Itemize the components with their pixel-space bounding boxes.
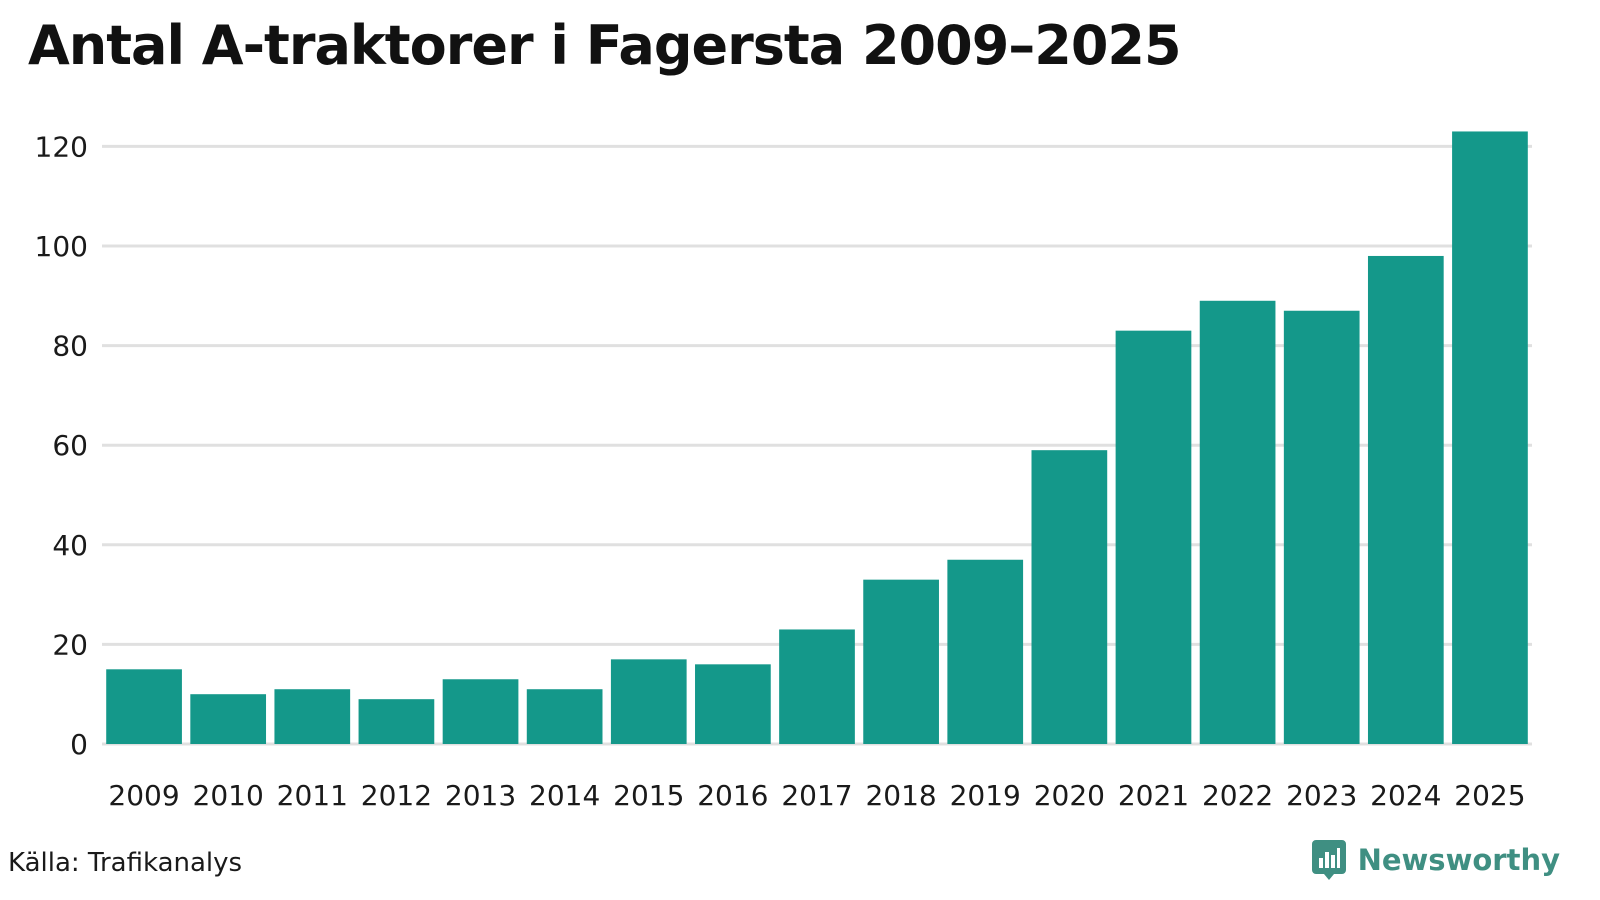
bar-2022: [1199, 300, 1276, 744]
x-tick-label: 2023: [1286, 779, 1357, 812]
x-tick-label: 2014: [529, 779, 600, 812]
chart-title: Antal A-traktorer i Fagersta 2009–2025: [28, 14, 1182, 77]
y-tick-label: 100: [35, 230, 88, 263]
bar-2015: [610, 659, 687, 744]
bar-2011: [274, 689, 351, 744]
bars: [106, 131, 1528, 744]
source-note: Källa: Trafikanalys: [8, 848, 243, 878]
bar-2016: [695, 664, 771, 744]
y-tick-label: 60: [52, 429, 88, 462]
x-tick-label: 2012: [361, 779, 432, 812]
brand-logo: Newsworthy: [1311, 840, 1560, 880]
y-tick-label: 40: [52, 529, 88, 562]
x-axis-ticks: 2009 2010 2011 2012 2013 2014 2015 2016 2017 2018…: [108, 779, 1525, 812]
x-tick-label: 2022: [1202, 779, 1273, 812]
bar-chart: 0 20 40 60 80 100 120 2009 2010 2011 2012 2013 2014…: [35, 130, 1532, 812]
bar-2019: [947, 559, 1024, 744]
y-tick-label: 80: [52, 330, 88, 363]
bar-2023: [1283, 310, 1360, 744]
bar-2018: [863, 579, 939, 744]
y-tick-label: 20: [52, 628, 88, 661]
x-tick-label: 2010: [193, 779, 264, 812]
bar-2010: [190, 694, 267, 744]
bar-2012: [358, 699, 435, 744]
bar-2013: [442, 679, 519, 744]
bar-2020: [1031, 450, 1108, 744]
x-tick-label: 2016: [697, 779, 768, 812]
bar-2017: [779, 629, 855, 744]
x-tick-label: 2011: [277, 779, 348, 812]
y-axis-ticks: 0 20 40 60 80 100 120: [35, 130, 88, 761]
x-tick-label: 2024: [1370, 779, 1441, 812]
y-tick-label: 0: [70, 728, 88, 761]
bar-2025: [1452, 131, 1528, 744]
x-tick-label: 2020: [1034, 779, 1105, 812]
y-tick-label: 120: [35, 130, 88, 163]
x-tick-label: 2017: [781, 779, 852, 812]
bar-2014: [526, 689, 603, 744]
x-tick-label: 2025: [1454, 779, 1525, 812]
bar-2021: [1115, 330, 1192, 744]
brand-name: Newsworthy: [1357, 843, 1560, 877]
bar-2009: [106, 669, 182, 744]
x-tick-label: 2015: [613, 779, 684, 812]
x-tick-label: 2009: [108, 779, 179, 812]
x-tick-label: 2019: [950, 779, 1021, 812]
x-tick-label: 2021: [1118, 779, 1189, 812]
bar-2024: [1367, 255, 1444, 744]
x-tick-label: 2013: [445, 779, 516, 812]
x-tick-label: 2018: [865, 779, 936, 812]
newsworthy-bar-chart-icon: [1311, 840, 1346, 880]
